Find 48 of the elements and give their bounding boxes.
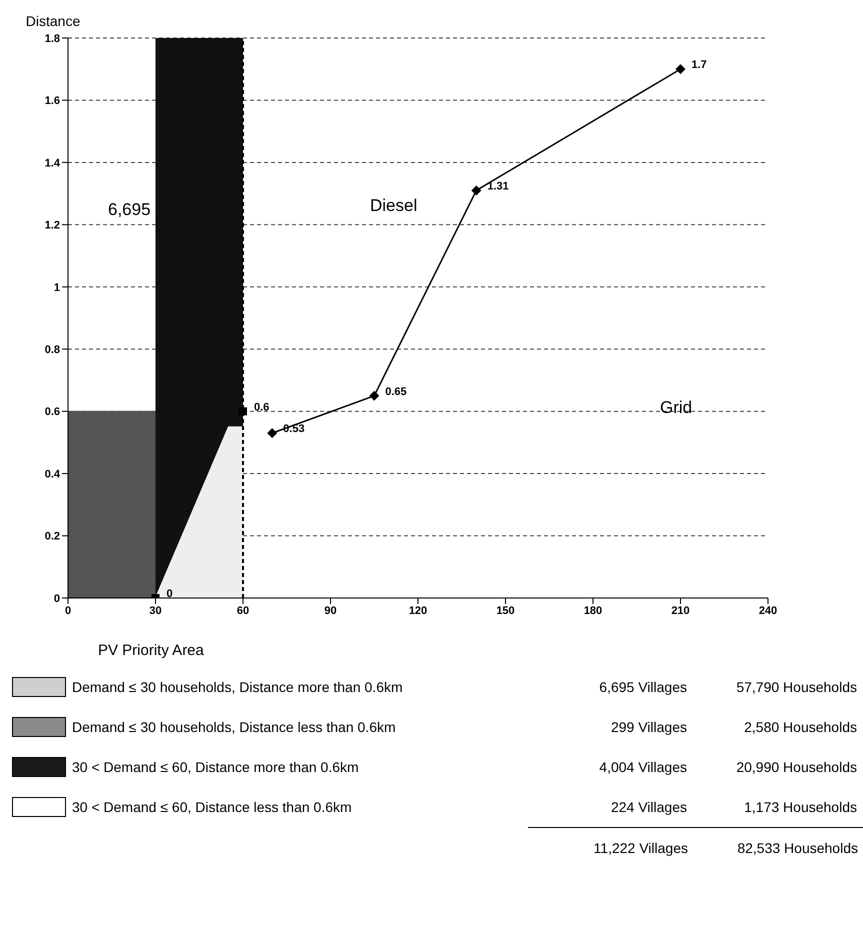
text: 57,790 Households (735, 679, 857, 695)
x-tick-label: 240 (758, 604, 778, 617)
point (471, 185, 482, 196)
y-axis-title: Distance (26, 13, 80, 29)
y-tick-label: 0.4 (44, 468, 61, 480)
text: 2,580 Households (743, 719, 857, 735)
y-tick-label: 0.2 (44, 530, 60, 543)
y-tick-label: 1.6 (44, 95, 60, 108)
x-tick-label: 30 (149, 604, 162, 617)
text: 299 Villages (610, 719, 687, 735)
point (239, 407, 247, 416)
y-tick-label: 0.8 (44, 344, 60, 356)
annotation: Grid (660, 398, 692, 418)
text: 11,222 Villages (592, 840, 688, 856)
data-label: 0.6 (254, 401, 270, 414)
text: Demand ≤ 30 households, Distance more than 0.6km (72, 679, 404, 695)
y-tick-label: 1.8 (44, 32, 60, 45)
x-tick-label: 0 (64, 604, 72, 617)
x-tick-label: 60 (236, 604, 250, 617)
point (267, 428, 278, 438)
text: Demand ≤ 30 households, Distance less than 0.6km (72, 719, 397, 735)
y-tick-label: 1 (54, 282, 60, 294)
data-label: 1.31 (487, 180, 509, 192)
y-tick-label: 1.2 (44, 220, 60, 232)
text: 82,533 Households (736, 840, 858, 856)
data-label: 0.65 (385, 386, 407, 398)
x-tick-label: 180 (584, 604, 602, 617)
x-tick-label: 120 (408, 604, 428, 617)
annotation: Diesel (370, 196, 418, 216)
text: PV Priority Area (98, 642, 205, 659)
text: 1,173 Households (743, 799, 857, 815)
x-tick-label: 210 (671, 604, 690, 617)
text: 30 < Demand ≤ 60, Distance less than 0.6km (72, 799, 353, 815)
text: 30 < Demand ≤ 60, Distance more than 0.6km (72, 759, 360, 775)
annotation: 6,695 (108, 200, 151, 220)
text: 20,990 Households (735, 759, 857, 775)
point (369, 390, 380, 401)
y-tick-label: 1.4 (44, 157, 61, 170)
data-label: 0 (166, 588, 173, 600)
x-tick-label: 150 (496, 604, 515, 617)
text: 4,004 Villages (598, 759, 687, 775)
text: 6,695 Villages (598, 679, 687, 695)
text: 224 Villages (610, 799, 687, 815)
data-label: 1.7 (692, 59, 707, 72)
point (676, 64, 686, 74)
y-tick-label: 0 (54, 592, 60, 605)
y-tick-label: 0.6 (44, 406, 60, 418)
x-tick-label: 90 (324, 604, 337, 617)
